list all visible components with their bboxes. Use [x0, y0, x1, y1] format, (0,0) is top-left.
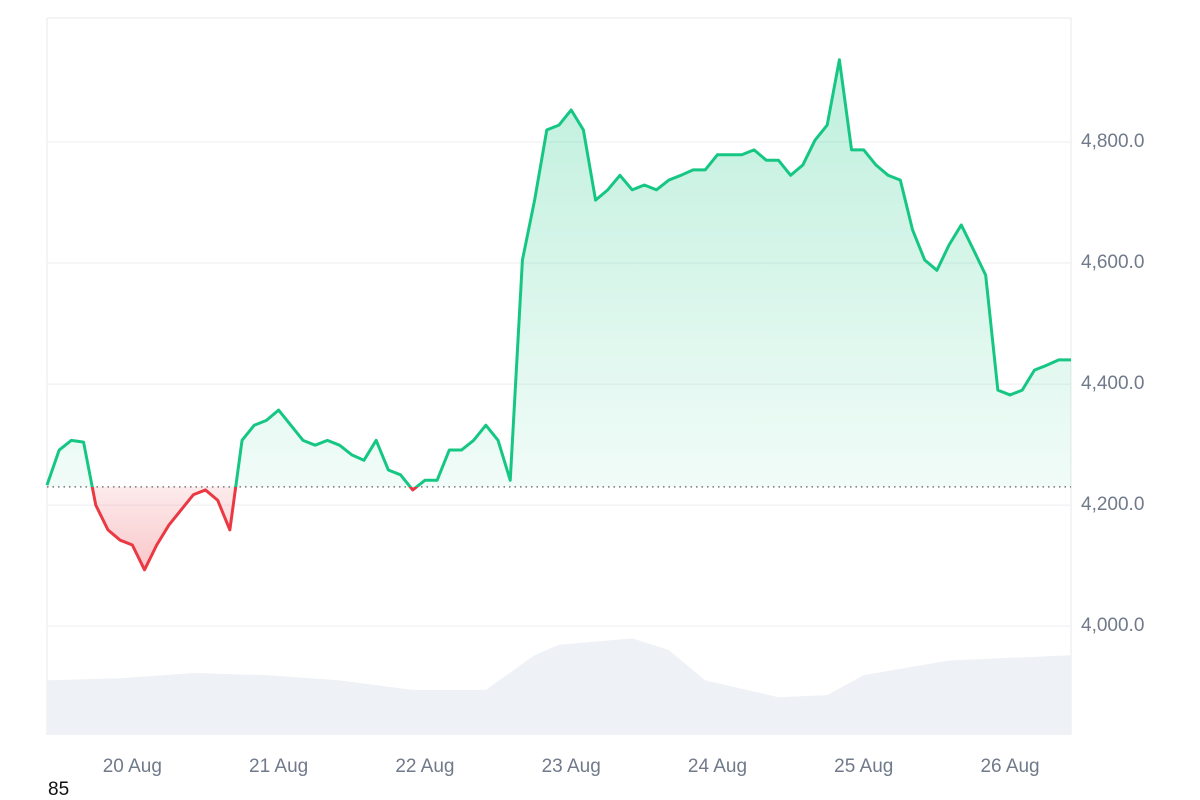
price-area	[47, 59, 1071, 570]
y-tick-label: 4,600.0	[1081, 252, 1144, 273]
y-tick-label: 4,000.0	[1081, 615, 1144, 636]
y-tick-label: 4,200.0	[1081, 494, 1144, 515]
x-tick-label: 22 Aug	[395, 756, 454, 777]
x-tick-label: 21 Aug	[249, 756, 308, 777]
x-tick-label: 23 Aug	[542, 756, 601, 777]
x-tick-label: 20 Aug	[103, 756, 162, 777]
volume-area	[47, 638, 1071, 735]
price-line	[45, 58, 1071, 572]
y-tick-label: 4,800.0	[1081, 131, 1144, 152]
x-tick-label: 24 Aug	[688, 756, 747, 777]
x-tick-label: 25 Aug	[834, 756, 893, 777]
y-tick-label: 4,400.0	[1081, 373, 1144, 394]
x-tick-label: 26 Aug	[980, 756, 1039, 777]
footnote: 85	[48, 779, 69, 800]
